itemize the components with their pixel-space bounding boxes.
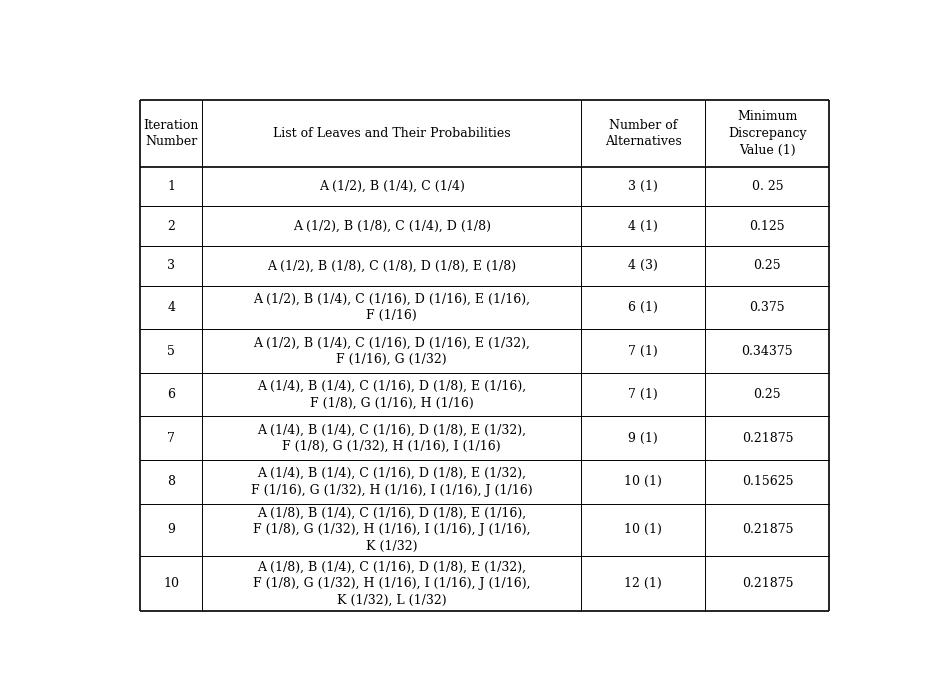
Text: A (1/2), B (1/4), C (1/16), D (1/16), E (1/16),
F (1/16): A (1/2), B (1/4), C (1/16), D (1/16), E … xyxy=(254,293,531,322)
Text: 6: 6 xyxy=(167,388,175,401)
Text: 10 (1): 10 (1) xyxy=(624,524,662,536)
Text: 7 (1): 7 (1) xyxy=(628,345,658,357)
Text: Minimum
Discrepancy
Value (1): Minimum Discrepancy Value (1) xyxy=(728,110,807,157)
Text: List of Leaves and Their Probabilities: List of Leaves and Their Probabilities xyxy=(273,127,511,140)
Text: 7: 7 xyxy=(167,432,175,445)
Text: 0.21875: 0.21875 xyxy=(742,577,793,590)
Text: 0.34375: 0.34375 xyxy=(742,345,793,357)
Text: 9 (1): 9 (1) xyxy=(628,432,658,445)
Text: 0.375: 0.375 xyxy=(749,301,785,314)
Text: 4 (1): 4 (1) xyxy=(628,219,658,233)
Text: 9: 9 xyxy=(167,524,175,536)
Text: A (1/2), B (1/8), C (1/4), D (1/8): A (1/2), B (1/8), C (1/4), D (1/8) xyxy=(293,219,491,233)
Text: 0.21875: 0.21875 xyxy=(742,432,793,445)
Text: A (1/8), B (1/4), C (1/16), D (1/8), E (1/16),
F (1/8), G (1/32), H (1/16), I (1: A (1/8), B (1/4), C (1/16), D (1/8), E (… xyxy=(253,507,531,553)
Text: A (1/4), B (1/4), C (1/16), D (1/8), E (1/16),
F (1/8), G (1/16), H (1/16): A (1/4), B (1/4), C (1/16), D (1/8), E (… xyxy=(257,380,526,410)
Text: 10 (1): 10 (1) xyxy=(624,475,662,489)
Text: 2: 2 xyxy=(167,219,175,233)
Text: A (1/2), B (1/8), C (1/8), D (1/8), E (1/8): A (1/2), B (1/8), C (1/8), D (1/8), E (1… xyxy=(267,259,517,273)
Text: 10: 10 xyxy=(164,577,179,590)
Text: Number of
Alternatives: Number of Alternatives xyxy=(604,119,682,148)
Text: A (1/2), B (1/4), C (1/4): A (1/2), B (1/4), C (1/4) xyxy=(319,180,464,193)
Text: 4 (3): 4 (3) xyxy=(628,259,658,273)
Text: A (1/2), B (1/4), C (1/16), D (1/16), E (1/32),
F (1/16), G (1/32): A (1/2), B (1/4), C (1/16), D (1/16), E … xyxy=(254,336,530,366)
Text: 0. 25: 0. 25 xyxy=(751,180,783,193)
Text: 12 (1): 12 (1) xyxy=(624,577,662,590)
Text: A (1/8), B (1/4), C (1/16), D (1/8), E (1/32),
F (1/8), G (1/32), H (1/16), I (1: A (1/8), B (1/4), C (1/16), D (1/8), E (… xyxy=(253,561,531,607)
Text: 0.21875: 0.21875 xyxy=(742,524,793,536)
Text: 3: 3 xyxy=(167,259,175,273)
Text: 0.25: 0.25 xyxy=(754,388,781,401)
Text: 0.15625: 0.15625 xyxy=(742,475,793,489)
Text: Iteration
Number: Iteration Number xyxy=(144,119,199,148)
Text: 0.125: 0.125 xyxy=(749,219,785,233)
Text: 0.25: 0.25 xyxy=(754,259,781,273)
Text: A (1/4), B (1/4), C (1/16), D (1/8), E (1/32),
F (1/8), G (1/32), H (1/16), I (1: A (1/4), B (1/4), C (1/16), D (1/8), E (… xyxy=(257,424,526,453)
Text: 1: 1 xyxy=(167,180,175,193)
Text: 6 (1): 6 (1) xyxy=(628,301,658,314)
Text: 7 (1): 7 (1) xyxy=(628,388,658,401)
Text: 5: 5 xyxy=(167,345,175,357)
Text: 4: 4 xyxy=(167,301,175,314)
Text: A (1/4), B (1/4), C (1/16), D (1/8), E (1/32),
F (1/16), G (1/32), H (1/16), I (: A (1/4), B (1/4), C (1/16), D (1/8), E (… xyxy=(251,467,533,497)
Text: 8: 8 xyxy=(167,475,175,489)
Text: 3 (1): 3 (1) xyxy=(628,180,658,193)
